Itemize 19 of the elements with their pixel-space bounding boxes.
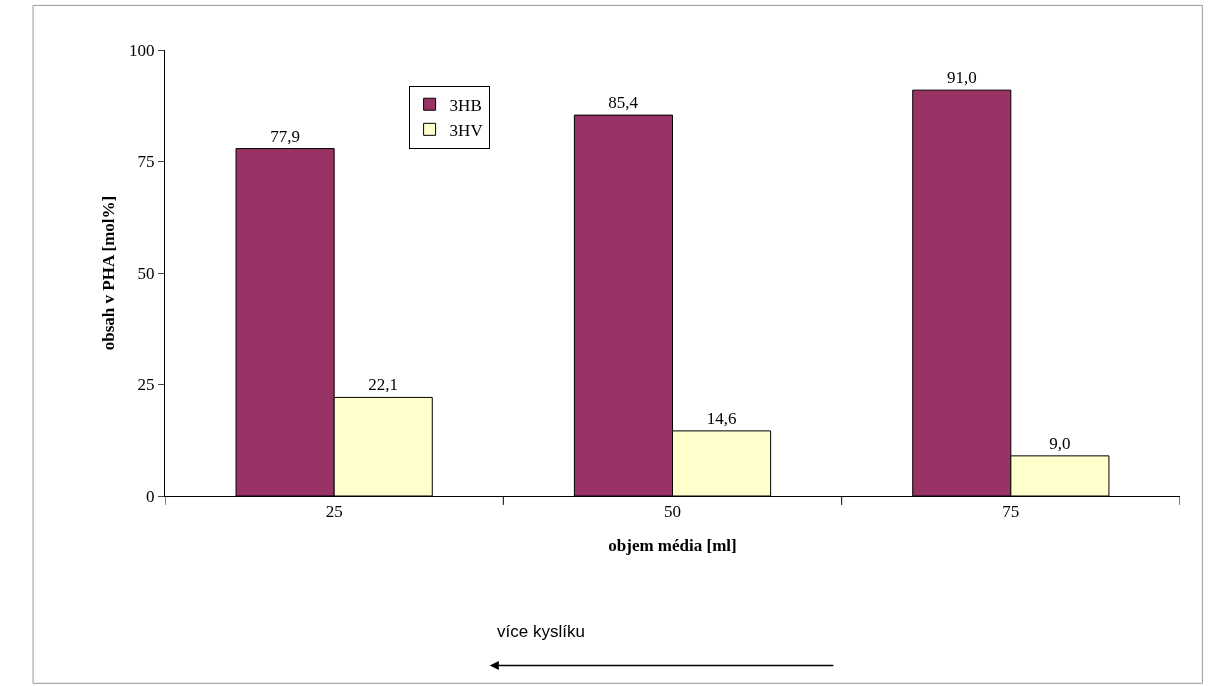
data-label: 77,9 <box>270 126 300 146</box>
y-tick-label: 50 <box>137 263 155 283</box>
data-label: 22,1 <box>368 375 399 395</box>
y-tick-label: 25 <box>137 375 155 395</box>
legend-label: 3HV <box>449 120 484 140</box>
data-label: 9,0 <box>1049 433 1071 453</box>
x-tick-label: 75 <box>1002 502 1020 522</box>
y-tick-label: 100 <box>129 40 155 60</box>
data-label: 85,4 <box>608 93 639 113</box>
x-axis-title: objem média [ml] <box>608 535 737 555</box>
data-label: 91,0 <box>946 68 977 88</box>
y-tick-label: 0 <box>146 486 155 506</box>
x-tick-label: 25 <box>325 502 343 522</box>
x-tick-label: 50 <box>664 502 681 522</box>
data-label: 14,6 <box>706 408 737 428</box>
text: více kyslíku <box>497 622 585 641</box>
legend-label: 3HB <box>449 95 482 115</box>
y-axis-title: obsah v PHA [mol%] <box>98 195 118 351</box>
y-tick-label: 75 <box>137 152 155 172</box>
